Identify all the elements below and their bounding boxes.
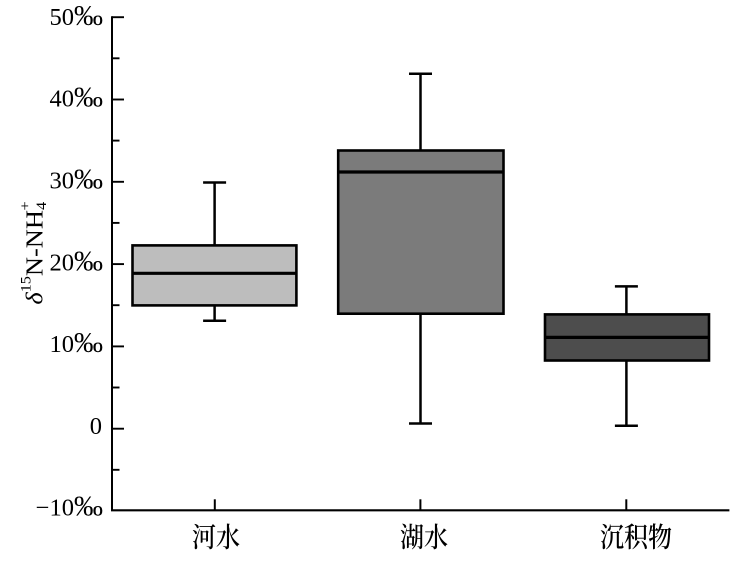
- svg-text:0: 0: [90, 413, 102, 440]
- svg-text:50‰: 50‰: [50, 0, 104, 32]
- svg-text:−10‰: −10‰: [36, 491, 103, 523]
- svg-text:40‰: 40‰: [50, 82, 104, 114]
- svg-text:30‰: 30‰: [50, 164, 104, 196]
- svg-text:10‰: 10‰: [50, 327, 104, 359]
- svg-text:δ15N-NH4+: δ15N-NH4+: [17, 201, 50, 304]
- svg-text:20‰: 20‰: [50, 245, 104, 277]
